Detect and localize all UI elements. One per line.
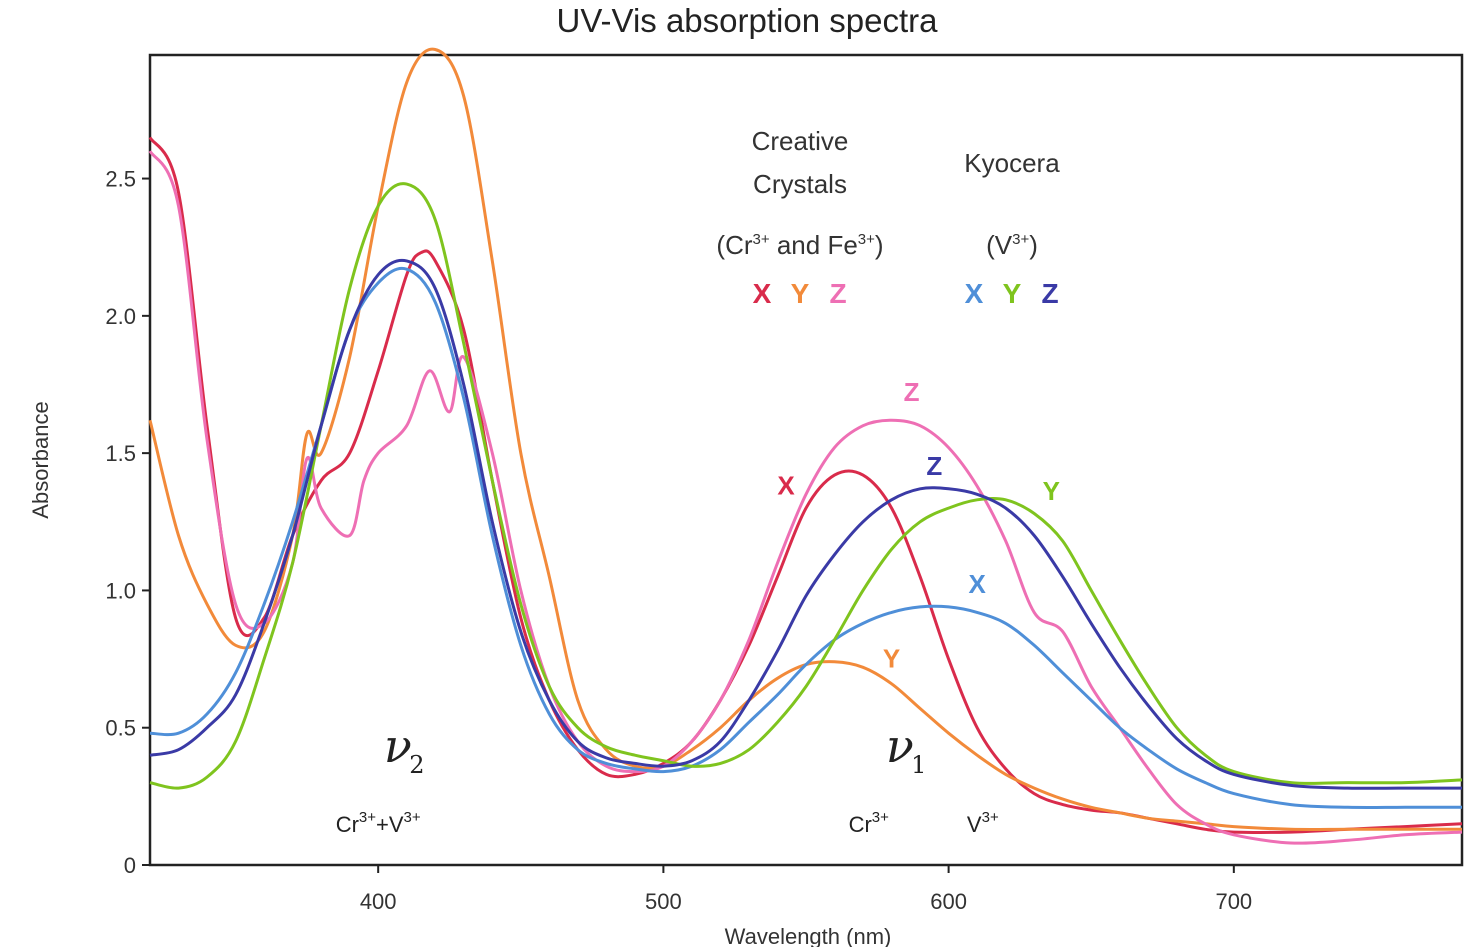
band-symbol: ν <box>384 719 412 773</box>
legend-letter: Y <box>791 278 810 309</box>
y-tick-label: 0 <box>124 853 136 878</box>
x-tick-label: 400 <box>360 889 397 914</box>
series-labels: X Y Z X Y Z <box>777 377 1060 673</box>
chart-title: UV-Vis absorption spectra <box>557 2 939 39</box>
legend-ions: (Cr3+​ and Fe3+​) <box>716 230 883 260</box>
legend-heading: Creative <box>752 126 849 156</box>
y-tick-label: 2.0 <box>105 304 136 329</box>
x-tick-label: 700 <box>1215 889 1252 914</box>
legend-letter: Z <box>1041 278 1058 309</box>
y-tick-label: 2.5 <box>105 167 136 192</box>
series-label: Z <box>926 451 942 481</box>
legend-letter: X <box>965 278 984 309</box>
legend-letter: Y <box>1003 278 1022 309</box>
legend-letter: Z <box>829 278 846 309</box>
legend-ions: (V3+​) <box>986 230 1038 260</box>
legend-letter: X <box>753 278 772 309</box>
series-line-kyocera-z <box>149 258 1462 790</box>
series-label: Z <box>904 377 920 407</box>
band-ion-label: Cr3+​+V3+​ <box>336 809 421 837</box>
series-line-kyocera-y <box>149 182 1463 790</box>
band-subscript: 1 <box>911 751 926 779</box>
series-label: Y <box>883 643 900 673</box>
y-tick-label: 0.5 <box>105 716 136 741</box>
x-tick-label: 600 <box>930 889 967 914</box>
series-label: Y <box>1043 476 1060 506</box>
y-tick-label: 1.5 <box>105 441 136 466</box>
y-tick-label: 1.0 <box>105 578 136 603</box>
plot-area <box>148 53 1464 867</box>
band-symbol: ν <box>886 719 914 773</box>
series-lines <box>148 47 1463 845</box>
legend-heading: Crystals <box>753 169 847 199</box>
y-axis-ticks: 0 0.5 1.0 1.5 2.0 2.5 <box>105 167 150 878</box>
x-axis-label: Wavelength (nm) <box>725 924 892 947</box>
x-axis-ticks: 400 500 600 700 <box>360 865 1252 914</box>
legend-heading: Kyocera <box>964 148 1060 178</box>
y-axis-label: Absorbance <box>28 401 53 518</box>
band-ion-label: Cr3+​ <box>849 809 890 837</box>
series-label: X <box>777 470 795 500</box>
band-ion-label: V3+​ <box>967 809 999 837</box>
x-tick-label: 500 <box>645 889 682 914</box>
band-subscript: 2 <box>409 751 424 779</box>
series-label: X <box>968 569 986 599</box>
series-line-creative-crystals-y <box>148 47 1462 832</box>
